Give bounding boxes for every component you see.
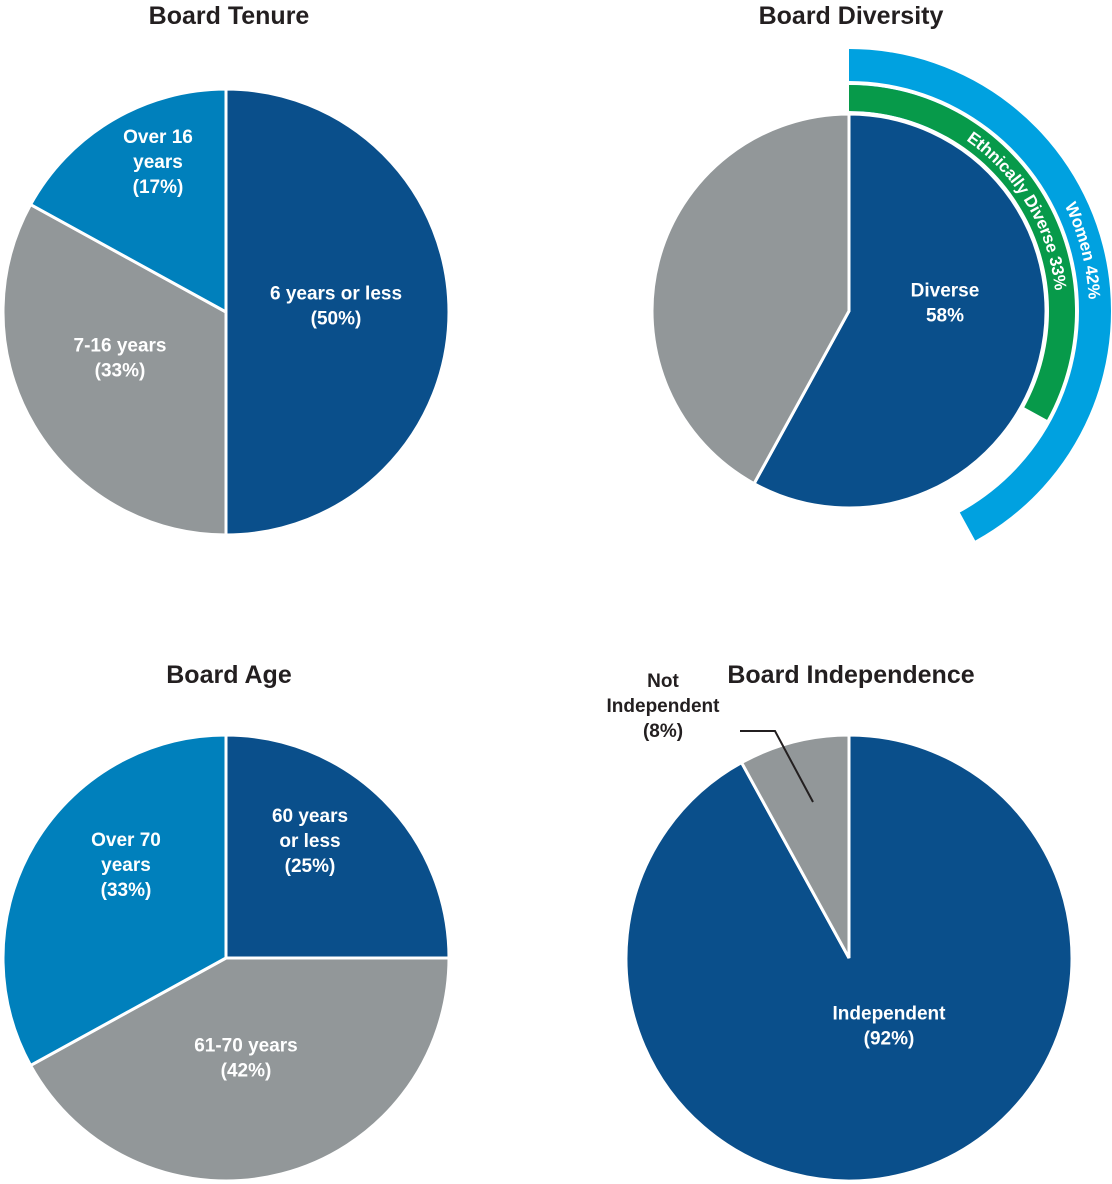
pie-slice-independent-92 bbox=[624, 733, 1074, 1183]
board-tenure-chart: Board Tenure 6 years or less (50%) 7-16 yea… bbox=[1, 2, 451, 537]
chart-title: Board Diversity bbox=[759, 2, 944, 30]
slice-label-7-16-years-33: 7-16 years (33%) bbox=[74, 336, 167, 382]
ring-arc-ethnically-diverse-33 bbox=[849, 85, 1076, 420]
board-diversity-chart: Board DiversityLGBTQ+ 8%Ethnically Diver… bbox=[650, 2, 1111, 541]
ring-arc-women-42 bbox=[849, 49, 1111, 541]
board-independence-chart: Board Independence Independent (92%) Not Ind… bbox=[607, 661, 1074, 1183]
pie-slice-over-70-years-33 bbox=[1, 733, 228, 1068]
leader-line bbox=[740, 730, 814, 803]
pie-slice-not-independent-8 bbox=[739, 733, 851, 959]
pie-slice-other bbox=[650, 112, 851, 486]
slice-label-60-years-or-less-25: 60 years or less (25%) bbox=[272, 806, 348, 877]
pie-slice-60-years-or-less-25 bbox=[224, 733, 451, 960]
slice-label-over-70-years-33: Over 70 years (33%) bbox=[91, 830, 161, 901]
pie-slice-7-16-years-33 bbox=[1, 202, 228, 537]
slice-label-6-years-or-less-50: 6 years or less (50%) bbox=[270, 284, 402, 330]
pie-slice-61-70-years-42 bbox=[28, 956, 451, 1183]
slice-label-independent-92: Independent (92%) bbox=[833, 1004, 947, 1050]
chart-title: Board Age bbox=[166, 661, 292, 689]
slice-label-not-independent-8: Not Independent (8%) bbox=[607, 671, 721, 742]
pie-slice-6-years-or-less-50 bbox=[224, 87, 451, 537]
chart-title: Board Tenure bbox=[149, 2, 310, 30]
pie-slice-over-16-years-17 bbox=[28, 87, 228, 315]
slice-label-diverse-58: Diverse 58% bbox=[911, 281, 980, 327]
pie-slice-diverse-58 bbox=[752, 112, 1048, 510]
chart-title: Board Independence bbox=[727, 661, 974, 689]
slice-label-61-70-years-42: 61-70 years (42%) bbox=[194, 1036, 298, 1082]
board-age-chart: Board Age 60 years or less (25%) 61-70 years… bbox=[1, 661, 451, 1183]
slice-label-over-16-years-17: Over 16 years (17%) bbox=[123, 127, 193, 198]
